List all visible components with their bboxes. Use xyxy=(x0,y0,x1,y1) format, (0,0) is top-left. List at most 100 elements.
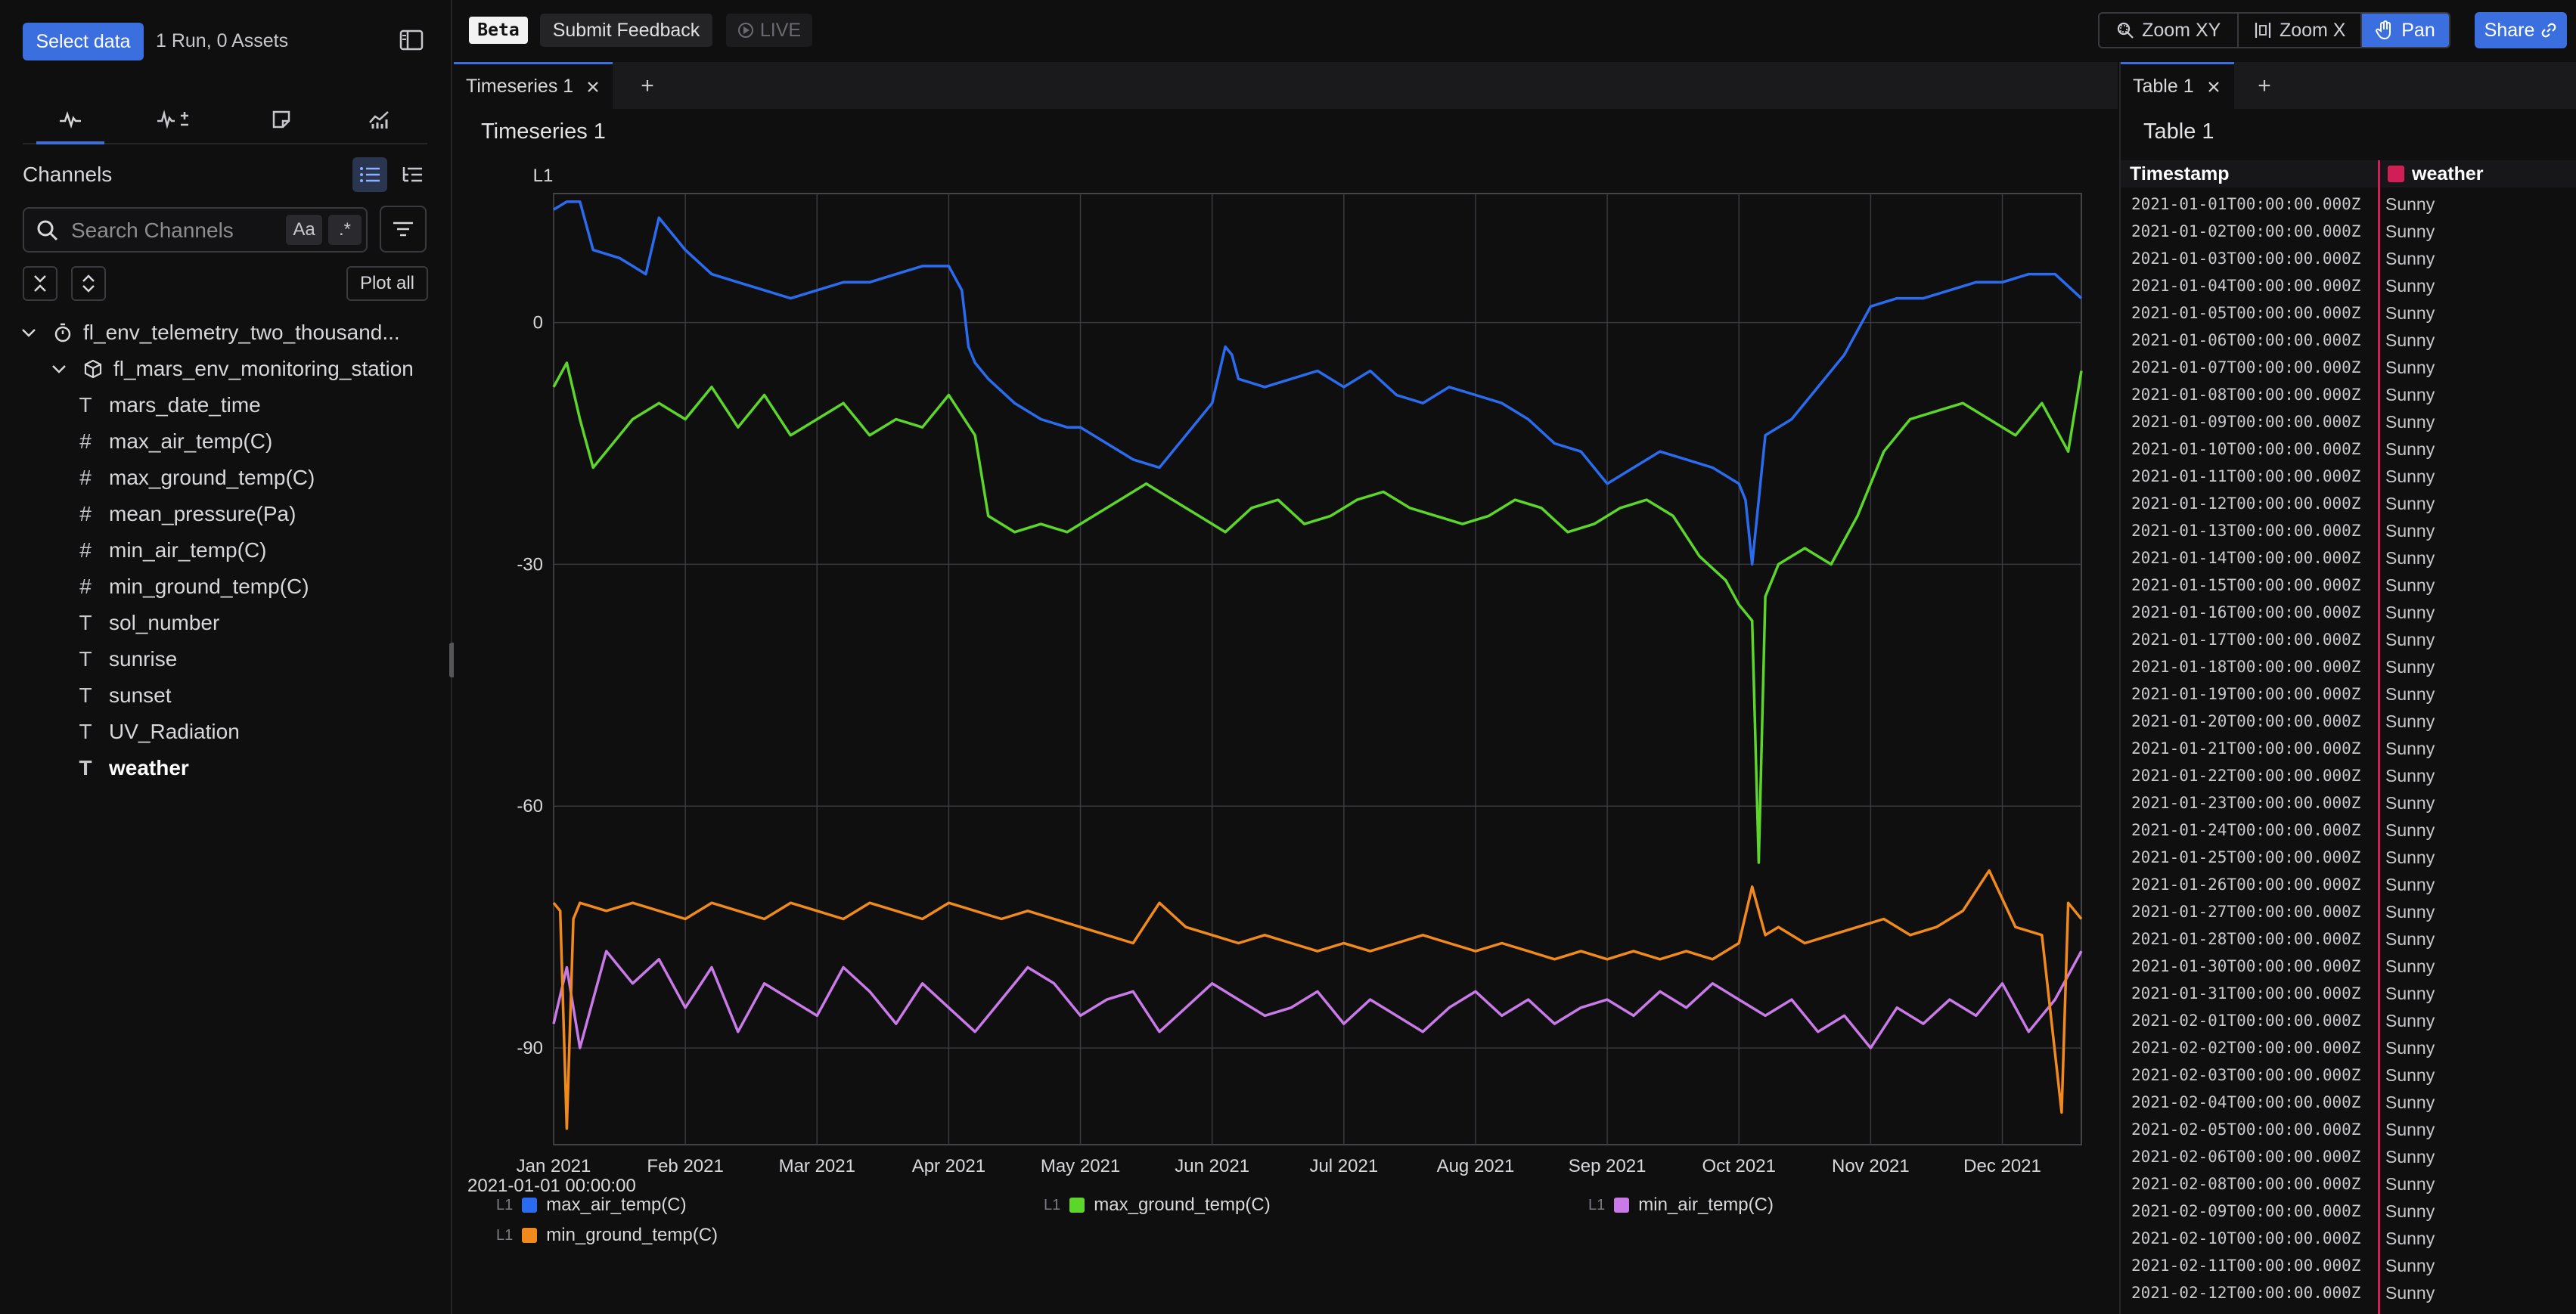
table-cell-timestamp: 2021-01-04T00:00:00.000Z xyxy=(2131,277,2361,295)
tree-run-node[interactable]: fl_env_telemetry_two_thousand... xyxy=(20,316,400,349)
table-cell-timestamp: 2021-01-12T00:00:00.000Z xyxy=(2131,494,2361,513)
table-cell-weather: Sunny xyxy=(2385,439,2435,459)
share-label: Share xyxy=(2484,19,2535,41)
timeseries-tab-bar: Timeseries 1 + xyxy=(454,62,2118,109)
submit-feedback-button[interactable]: Submit Feedback xyxy=(540,14,712,47)
channel-item[interactable]: # mean_pressure(Pa) xyxy=(73,497,296,531)
chevron-down-icon xyxy=(50,364,68,374)
x-tick-label: Sep 2021 xyxy=(1569,1156,1646,1176)
chart-icon[interactable] xyxy=(345,101,413,138)
legend-item[interactable]: L1 min_air_temp(C) xyxy=(1588,1195,1774,1216)
add-tab-icon[interactable]: + xyxy=(2258,73,2271,98)
x-axis-start-label: 2021-01-01 00:00:00 xyxy=(467,1176,636,1196)
weather-header-label: weather xyxy=(2412,163,2484,184)
text-type-icon: T xyxy=(79,756,92,779)
series-line-max_ground_temp(C)[interactable] xyxy=(552,361,2083,864)
collapse-all-icon[interactable] xyxy=(23,266,57,301)
table-cell-weather: Sunny xyxy=(2385,575,2435,595)
table-cell-weather: Sunny xyxy=(2385,657,2435,677)
series-line-min_air_temp(C)[interactable] xyxy=(552,950,2083,1049)
sidebar-resize-handle[interactable] xyxy=(449,643,455,677)
hash-icon: # xyxy=(79,466,92,489)
note-icon[interactable] xyxy=(247,101,315,138)
table-cell-weather: Sunny xyxy=(2385,249,2435,268)
table-cell-weather: Sunny xyxy=(2385,684,2435,704)
pulse-icon[interactable] xyxy=(36,101,104,144)
panel-toggle-icon[interactable] xyxy=(399,29,424,51)
search-input[interactable] xyxy=(71,216,298,245)
series-line-min_ground_temp(C)[interactable] xyxy=(552,869,2083,1130)
channel-item[interactable]: # max_ground_temp(C) xyxy=(73,461,315,494)
text-type-icon: T xyxy=(79,720,92,743)
run-asset-count: 1 Run, 0 Assets xyxy=(156,30,289,51)
match-case-toggle[interactable]: Aa xyxy=(286,215,322,245)
channel-item[interactable]: # max_air_temp(C) xyxy=(73,425,272,458)
plot-all-button[interactable]: Plot all xyxy=(346,266,428,301)
zoom-x-label: Zoom X xyxy=(2279,19,2346,41)
channel-item[interactable]: # min_ground_temp(C) xyxy=(73,570,309,603)
stopwatch-icon xyxy=(53,323,73,342)
chevron-down-icon xyxy=(20,327,38,338)
left-sidebar: Select data 1 Run, 0 Assets Channels Aa … xyxy=(0,0,455,1314)
table-cell-weather: Sunny xyxy=(2385,848,2435,867)
tab-table-1[interactable]: Table 1 xyxy=(2121,62,2234,109)
channel-item[interactable]: # min_air_temp(C) xyxy=(73,534,266,567)
expand-all-icon[interactable] xyxy=(71,266,106,301)
regex-toggle[interactable]: .* xyxy=(328,215,362,245)
legend-item[interactable]: L1 max_ground_temp(C) xyxy=(1044,1195,1271,1216)
share-button[interactable]: Share xyxy=(2475,12,2567,48)
legend-axis-label: L1 xyxy=(1588,1196,1606,1213)
series-line-max_air_temp(C)[interactable] xyxy=(553,200,2083,566)
table-cell-weather: Sunny xyxy=(2385,956,2435,976)
table-cell-timestamp: 2021-02-10T00:00:00.000Z xyxy=(2131,1229,2361,1247)
close-icon[interactable] xyxy=(2208,81,2220,93)
timeseries-chart[interactable]: Jan 2021 Feb 2021 Mar 2021 Apr 2021 May 2021… xyxy=(454,62,2118,1226)
pan-label: Pan xyxy=(2401,19,2435,41)
column-header-timestamp[interactable]: Timestamp xyxy=(2121,160,2378,187)
pan-button[interactable]: Pan xyxy=(2362,14,2449,47)
legend-item[interactable]: L1 min_ground_temp(C) xyxy=(496,1225,718,1246)
top-bar: Beta Submit Feedback LIVE Zoom XY Zoom X… xyxy=(452,0,2576,60)
tree-asset-node[interactable]: fl_mars_env_monitoring_station xyxy=(50,352,414,386)
close-icon[interactable] xyxy=(587,81,599,93)
pulse-plus-minus-icon[interactable] xyxy=(141,101,209,138)
channels-title: Channels xyxy=(23,163,113,186)
channel-item[interactable]: T UV_Radiation xyxy=(73,715,239,748)
legend-axis-label: L1 xyxy=(496,1226,514,1244)
search-icon xyxy=(36,219,59,242)
text-type-icon: T xyxy=(79,647,92,671)
channel-label: sunrise xyxy=(109,647,178,671)
filter-icon[interactable] xyxy=(380,206,427,253)
table-tab-bar: Table 1 + xyxy=(2121,62,2576,109)
table-cell-timestamp: 2021-01-24T00:00:00.000Z xyxy=(2131,821,2361,839)
legend-label: max_ground_temp(C) xyxy=(1094,1195,1271,1215)
add-tab-icon[interactable]: + xyxy=(641,73,654,98)
tab-timeseries-1[interactable]: Timeseries 1 xyxy=(454,62,613,109)
table-cell-weather: Sunny xyxy=(2385,902,2435,922)
zoom-x-button[interactable]: Zoom X xyxy=(2239,14,2362,47)
table-cell-timestamp: 2021-01-08T00:00:00.000Z xyxy=(2131,386,2361,404)
legend-item[interactable]: L1 max_air_temp(C) xyxy=(496,1195,687,1216)
table-cell-weather: Sunny xyxy=(2385,875,2435,894)
table-cell-weather: Sunny xyxy=(2385,793,2435,813)
table-cell-timestamp: 2021-02-02T00:00:00.000Z xyxy=(2131,1039,2361,1057)
column-header-weather[interactable]: weather xyxy=(2380,160,2576,187)
table-cell-timestamp: 2021-01-15T00:00:00.000Z xyxy=(2131,576,2361,594)
select-data-button[interactable]: Select data xyxy=(23,23,144,60)
table-cell-timestamp: 2021-01-10T00:00:00.000Z xyxy=(2131,440,2361,458)
table-cell-timestamp: 2021-01-22T00:00:00.000Z xyxy=(2131,767,2361,785)
zoom-mode-group: Zoom XY Zoom X Pan xyxy=(2098,12,2450,48)
asset-name: fl_mars_env_monitoring_station xyxy=(113,357,414,380)
channel-label: mean_pressure(Pa) xyxy=(109,502,296,525)
list-view-icon[interactable] xyxy=(352,157,387,192)
live-button[interactable]: LIVE xyxy=(726,14,812,47)
table-cell-timestamp: 2021-01-06T00:00:00.000Z xyxy=(2131,331,2361,349)
zoom-xy-button[interactable]: Zoom XY xyxy=(2100,14,2239,47)
tree-view-icon[interactable] xyxy=(395,157,430,192)
hand-icon xyxy=(2376,20,2391,40)
